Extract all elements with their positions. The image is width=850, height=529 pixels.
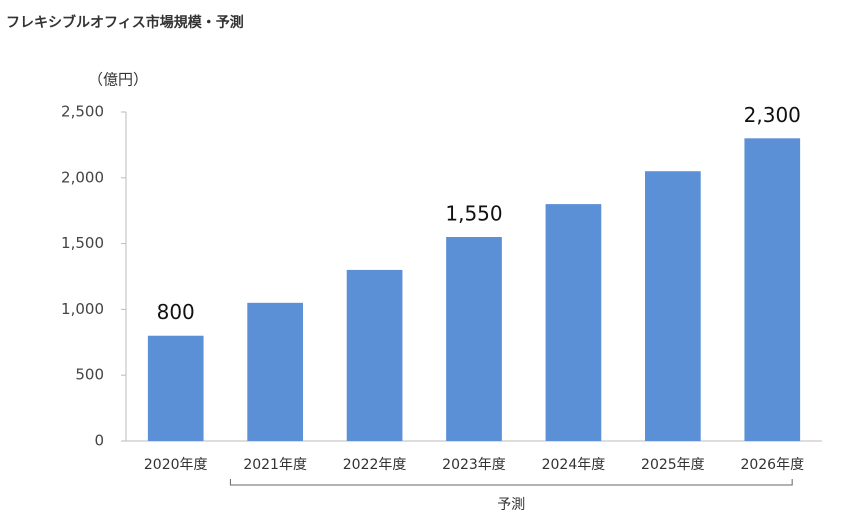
bar	[545, 204, 602, 441]
x-tick-label: 2025年度	[641, 457, 705, 473]
x-tick-label: 2026年度	[740, 457, 804, 473]
bar	[446, 237, 502, 441]
x-tick-label: 2022年度	[343, 457, 407, 473]
value-label: 1,550	[445, 202, 502, 226]
bar	[346, 269, 403, 441]
y-tick-label: 0	[94, 432, 104, 450]
y-tick-label: 2,000	[61, 168, 104, 186]
bar	[147, 335, 204, 441]
y-tick-label: 500	[75, 366, 104, 384]
y-tick-label: 1,000	[61, 300, 104, 318]
chart-title: フレキシブルオフィス市場規模・予測	[6, 14, 244, 31]
x-tick-label: 2021年度	[243, 457, 307, 473]
y-tick-label: 1,500	[61, 234, 104, 252]
x-tick-label: 2020年度	[144, 457, 208, 473]
bar	[744, 138, 801, 441]
value-label: 2,300	[744, 103, 801, 127]
value-label: 800	[157, 300, 195, 324]
bar	[645, 171, 701, 441]
x-tick-label: 2023年度	[442, 457, 506, 473]
forecast-bracket	[229, 479, 793, 486]
bar	[247, 302, 303, 441]
y-tick-label: 2,500	[61, 103, 104, 121]
x-tick-label: 2024年度	[542, 457, 606, 473]
y-unit: （億円）	[88, 71, 148, 89]
forecast-label: 予測	[497, 497, 525, 513]
